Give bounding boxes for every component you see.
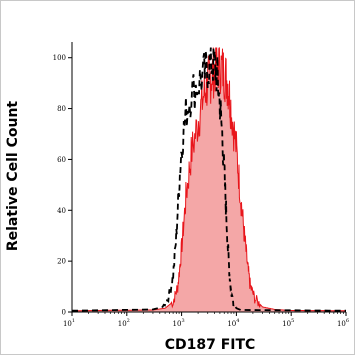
x-tick-label: 105 xyxy=(282,318,294,328)
y-axis-ticks: 0 20 40 60 80 100 xyxy=(53,54,72,317)
y-tick-label: 0 xyxy=(62,309,66,317)
y-tick-label: 20 xyxy=(57,258,66,266)
x-tick-label: 103 xyxy=(173,318,185,328)
x-tick-label: 104 xyxy=(227,318,239,328)
filled-histogram-outline xyxy=(72,47,346,312)
x-tick-label: 101 xyxy=(63,318,75,328)
y-tick-label: 80 xyxy=(57,105,66,113)
filled-histogram-area xyxy=(72,47,346,312)
y-tick-label: 100 xyxy=(53,54,66,62)
x-axis-ticks: 101 102 103 104 105 106 xyxy=(63,312,349,328)
x-tick-label: 106 xyxy=(337,318,349,328)
y-axis-title: Relative Cell Count xyxy=(5,101,21,252)
y-tick-label: 60 xyxy=(57,156,66,164)
y-tick-label: 40 xyxy=(57,207,66,215)
dashed-histogram-line xyxy=(71,47,347,312)
x-tick-label: 102 xyxy=(118,318,130,328)
plot-area xyxy=(71,42,347,313)
x-axis-title: CD187 FITC xyxy=(165,337,256,353)
